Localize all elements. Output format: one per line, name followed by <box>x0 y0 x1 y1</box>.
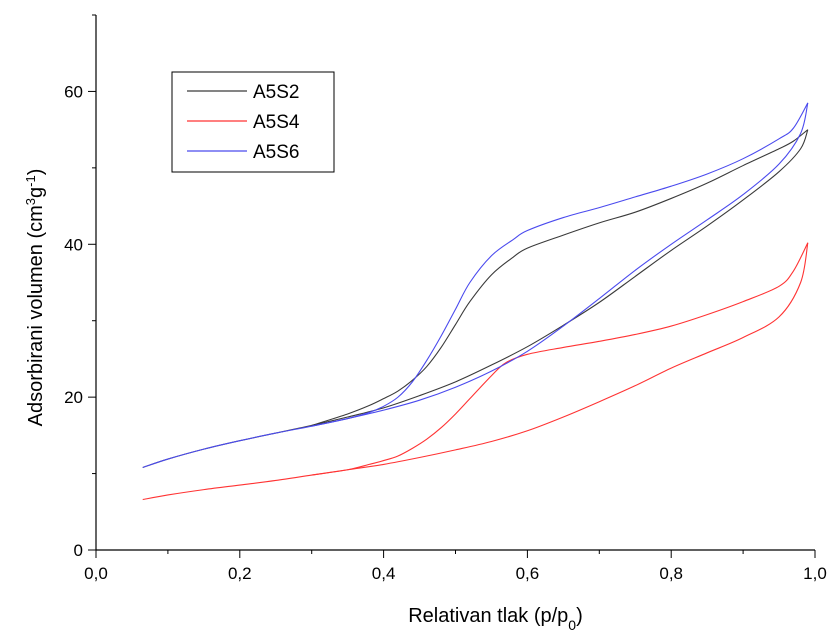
x-axis-label: Relativan tlak (p/p0) <box>408 605 583 632</box>
series-a5s2-adsorption-line <box>142 129 809 468</box>
x-tick-label: 0,6 <box>516 564 540 583</box>
series-a5s6-adsorption-line <box>142 102 809 468</box>
y-tick-label: 60 <box>64 82 83 101</box>
series-a5s6-desorption-line <box>311 102 809 427</box>
series-a5s4-adsorption-line <box>142 242 809 501</box>
x-tick-label: 0,0 <box>84 564 108 583</box>
x-tick-label: 0,4 <box>372 564 396 583</box>
y-axis-label: Adsorbirani volumen (cm3g-1) <box>23 169 48 427</box>
legend: A5S2 A5S4 A5S6 <box>171 71 335 173</box>
y-tick-label: 0 <box>74 541 83 560</box>
legend-label-a5s6: A5S6 <box>253 142 299 163</box>
ticks: 0,0 0,2 0,4 0,6 0,8 1,0 0 20 40 60 <box>64 14 827 583</box>
y-tick-label: 20 <box>64 388 83 407</box>
y-tick-label: 40 <box>64 235 83 254</box>
x-tick-label: 0,2 <box>228 564 252 583</box>
legend-label-a5s2: A5S2 <box>253 82 299 103</box>
legend-label-a5s4: A5S4 <box>253 112 300 133</box>
series-layer <box>142 102 809 501</box>
x-tick-label: 0,8 <box>659 564 683 583</box>
series-a5s2-desorption-line <box>311 129 809 426</box>
series-a5s4-desorption-line <box>311 242 809 476</box>
legend-box <box>171 71 335 173</box>
x-tick-label: 1,0 <box>803 564 827 583</box>
